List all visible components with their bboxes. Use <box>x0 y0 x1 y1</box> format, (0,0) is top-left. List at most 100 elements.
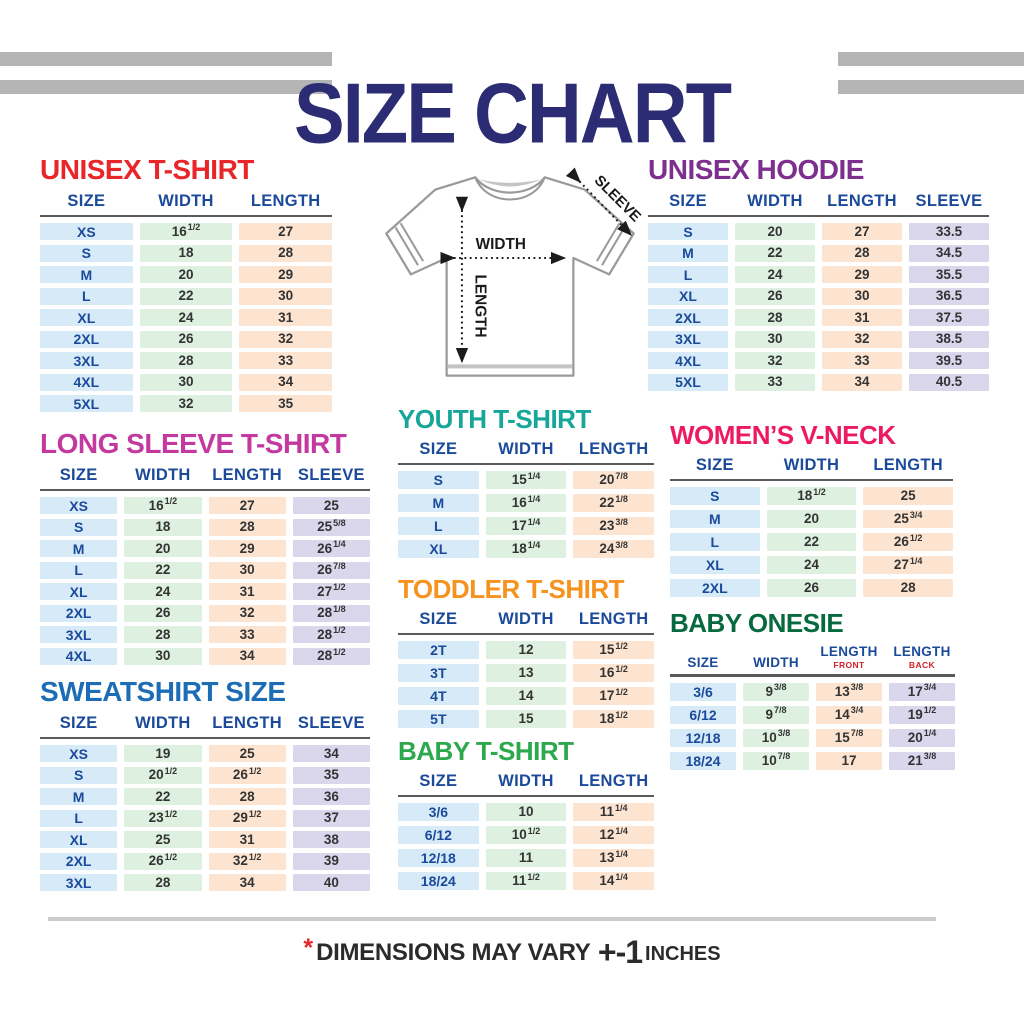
table-title: UNISEX T-SHIRT <box>40 154 254 185</box>
unisex-tshirt-table: UNISEX T-SHIRT SIZE WIDTH LENGTH XS 16 1/2 27 S 1… <box>40 156 332 417</box>
measurement-cell: 28 <box>863 579 953 597</box>
cell-fraction: 3/8 <box>615 516 628 527</box>
cell-value: M <box>682 245 694 261</box>
cell-value: M <box>72 540 85 557</box>
cell-value: 29 <box>239 540 255 556</box>
column-header: WIDTH <box>486 441 567 458</box>
cell-value: 15 <box>511 472 527 488</box>
size-cell: XL <box>398 540 479 558</box>
measurement-cell: 39.5 <box>909 352 989 369</box>
table-row: XL 24 31 <box>40 309 332 326</box>
table-row: L 17 1/4 23 3/8 <box>398 517 654 535</box>
measurement-cell: 26 1/2 <box>863 533 953 551</box>
cell-value: 35.5 <box>935 266 963 282</box>
measurement-cell: 28 <box>124 626 202 643</box>
column-header-label: LENGTH <box>820 644 878 659</box>
measurement-cell: 23 1/2 <box>124 809 202 827</box>
measurement-cell: 24 3/8 <box>573 540 654 558</box>
measurement-cell: 30 <box>208 561 286 579</box>
cell-value: XS <box>76 223 96 240</box>
size-cell: XL <box>40 309 133 326</box>
cell-fraction: 7/8 <box>777 751 791 761</box>
measurement-cell: 9 7/8 <box>743 705 809 724</box>
measurement-cell: 38.5 <box>909 330 989 348</box>
column-header: WIDTH <box>743 655 809 670</box>
page-title: SIZE CHART <box>294 66 732 162</box>
size-cell: 3XL <box>648 330 728 348</box>
cell-value: 30 <box>155 648 171 664</box>
cell-value: 34 <box>239 648 255 664</box>
cell-value: XL <box>69 583 88 600</box>
table-row: 6/12 10 1/2 12 1/4 <box>398 826 654 844</box>
cell-value: 10 <box>518 804 534 820</box>
cell-value: 24 <box>803 557 819 573</box>
measurement-cell: 16 1/2 <box>573 664 654 682</box>
cell-value: 36.5 <box>935 288 963 304</box>
column-header-label: SIZE <box>67 192 106 210</box>
measurement-cell: 24 <box>139 309 233 326</box>
cell-value: 39.5 <box>935 352 963 368</box>
column-header: SIZE <box>398 611 479 628</box>
cell-fraction: 1/2 <box>615 709 628 720</box>
measurement-cell: 20 <box>139 266 233 283</box>
cell-value: 3/6 <box>693 683 713 700</box>
size-cell: L <box>40 809 118 827</box>
column-header-label: SIZE <box>669 192 707 210</box>
measurement-cell: 31 <box>239 309 332 326</box>
cell-fraction: 1/2 <box>248 808 262 819</box>
cell-value: 30 <box>278 288 294 304</box>
cell-fraction: 1/4 <box>527 470 541 481</box>
cell-value: 13 <box>518 665 534 681</box>
cell-value: S <box>73 519 84 535</box>
cell-value: 2XL <box>65 605 92 621</box>
cell-value: L <box>82 288 91 304</box>
cell-value: M <box>708 511 721 527</box>
measurement-cell: 26 1/2 <box>124 852 202 870</box>
column-header-label: LENGTH <box>893 644 951 659</box>
measurement-cell: 15 1/4 <box>485 470 567 489</box>
cell-value: S <box>710 488 720 504</box>
table-row: 4XL 30 34 28 1/2 <box>40 647 370 665</box>
table-header-row: SIZE WIDTH LENGTH <box>398 611 654 628</box>
measurement-cell: 28 1/2 <box>292 647 370 665</box>
table-row: L 22 26 1/2 <box>670 533 953 551</box>
cell-value: 4XL <box>73 374 100 390</box>
column-header-label: LENGTH <box>212 714 282 732</box>
size-cell: S <box>398 471 479 489</box>
cell-value: S <box>73 767 84 783</box>
cell-value: 20 <box>767 223 783 239</box>
cell-value: 28 <box>317 626 333 642</box>
size-cell: 2XL <box>648 309 728 326</box>
cell-value: 22 <box>178 288 194 304</box>
header-rule <box>40 488 370 491</box>
size-cell: 2XL <box>40 604 118 622</box>
column-header-label: LENGTH <box>578 610 649 628</box>
cell-fraction: 3/4 <box>909 509 923 520</box>
length-label: LENGTH <box>471 275 488 338</box>
measurement-cell: 11 1/4 <box>573 803 654 821</box>
measurement-cell: 16 1/4 <box>485 494 567 512</box>
cell-value: 29 <box>854 266 870 282</box>
measurement-cell: 32 <box>139 395 233 412</box>
measurement-cell: 18 1/4 <box>485 540 567 558</box>
cell-value: 26 <box>148 853 164 869</box>
size-cell: XL <box>648 287 728 305</box>
column-header: LENGTH <box>573 773 654 790</box>
measurement-cell: 32 <box>735 352 815 369</box>
cell-value: 22 <box>599 495 615 511</box>
table-row: M 20 29 26 1/4 <box>40 540 370 557</box>
cell-value: 10 <box>761 752 777 768</box>
cell-fraction: 1/2 <box>333 582 346 592</box>
measurement-cell: 9 3/8 <box>743 682 809 701</box>
cell-value: 12 <box>599 827 615 843</box>
table-header-row: SIZE WIDTH LENGTH <box>398 441 654 458</box>
measurement-cell: 13 <box>485 664 567 682</box>
cell-value: 13 <box>599 850 615 866</box>
column-header-label: SIZE <box>419 772 458 790</box>
cell-value: 24 <box>599 541 615 557</box>
measurement-cell: 32 <box>208 604 286 622</box>
cell-fraction: 1/4 <box>615 848 628 859</box>
left-cuff-line <box>394 222 424 266</box>
measurement-cell: 28 <box>124 874 202 891</box>
